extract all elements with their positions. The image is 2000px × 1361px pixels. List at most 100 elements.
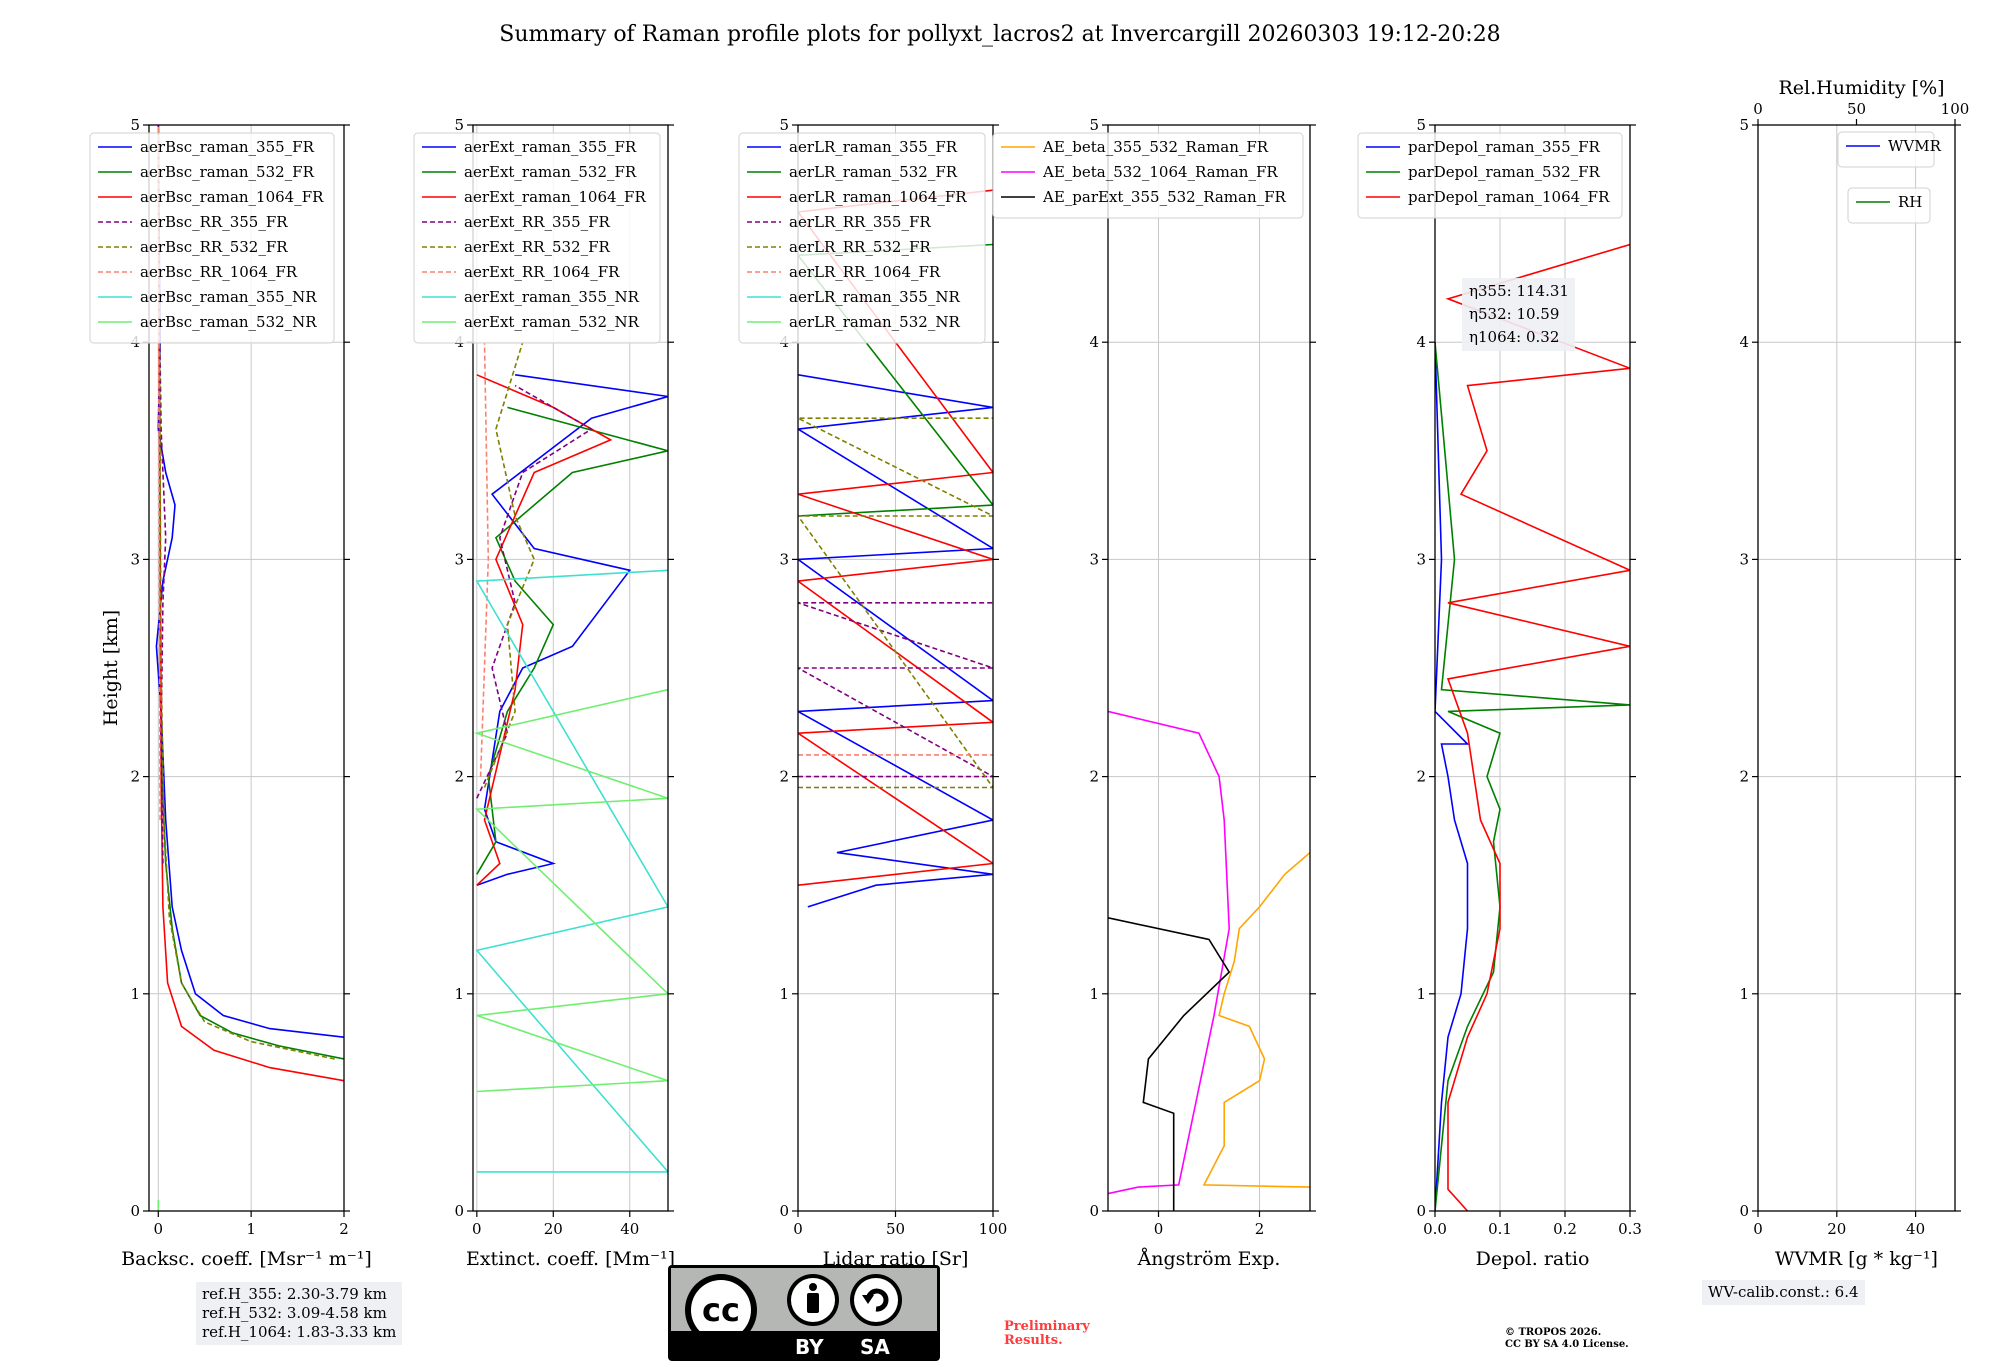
axes-frame — [472, 124, 669, 1212]
eta-annotation-line: η1064: 0.32 — [1469, 328, 1559, 346]
x-tick-label: 100 — [979, 1220, 1008, 1238]
series-line-AE_beta_355_532_Raman_FR — [1202, 851, 1310, 1188]
sa-icon-arrow — [865, 1288, 889, 1312]
y-tick-label: 4 — [1089, 333, 1099, 351]
legend-label: aerBsc_raman_355_NR — [140, 288, 317, 306]
legend-label: aerBsc_raman_532_FR — [140, 163, 315, 181]
ref-height-box: ref.H_355: 2.30-3.79 km ref.H_532: 3.09-… — [196, 1282, 403, 1345]
cc-badge-icons: cc — [685, 1274, 902, 1346]
legend-label: AE_parExt_355_532_Raman_FR — [1042, 188, 1287, 206]
legend-label: aerBsc_raman_532_NR — [140, 313, 317, 331]
sa-icon-ring — [854, 1278, 898, 1322]
x-tick-label: 40 — [1906, 1220, 1925, 1238]
x-tick-label: 0.1 — [1488, 1220, 1512, 1238]
x-axis-label: Depol. ratio — [1476, 1248, 1590, 1270]
y-tick-label: 0 — [1089, 1202, 1099, 1220]
preliminary-line-1: Preliminary — [1004, 1319, 1090, 1334]
cc-badge-band: cc — [671, 1268, 937, 1346]
y-tick-label: 1 — [779, 985, 789, 1003]
x-tick-label: 0 — [154, 1220, 164, 1238]
legend-label: aerLR_raman_355_FR — [789, 138, 958, 156]
cc-icon-letters: cc — [702, 1291, 740, 1329]
x-tick-label: 0 — [472, 1220, 482, 1238]
x-tick-label: 0.3 — [1618, 1220, 1642, 1238]
x-tick-label: 1 — [246, 1220, 256, 1238]
series-line-aerLR_raman_355_FR — [798, 374, 993, 908]
legend-label: aerLR_RR_532_FR — [789, 238, 931, 256]
by-icon-body — [807, 1293, 819, 1313]
y-tick-label: 1 — [1739, 985, 1749, 1003]
y-tick-label: 0 — [454, 1202, 464, 1220]
legend-label: aerBsc_RR_532_FR — [140, 238, 288, 256]
sa-icon-arrowhead — [862, 1295, 874, 1304]
y-tick-label: 4 — [1416, 333, 1426, 351]
series-group — [473, 341, 668, 1173]
y-tick-label: 0 — [779, 1202, 789, 1220]
series-line-aerExt_raman_355_NR — [475, 569, 668, 1173]
y-tick-label: 1 — [130, 985, 140, 1003]
y-tick-label: 0 — [1739, 1202, 1749, 1220]
y-tick-label: 3 — [1416, 550, 1426, 568]
y-tick-label: 5 — [130, 116, 140, 134]
ref-height-1064: ref.H_1064: 1.83-3.33 km — [202, 1323, 397, 1341]
series-line-AE_beta_532_1064_Raman_FR — [1108, 710, 1231, 1195]
series-line-aerLR_RR_532_FR — [798, 417, 993, 789]
chart-panel-lidar-ratio: 050100012345Lidar ratio [Sr]aerLR_raman_… — [738, 116, 1008, 1270]
top-tick-label: 100 — [1941, 100, 1970, 118]
legend-label: aerLR_RR_355_FR — [789, 213, 931, 231]
y-tick-label: 2 — [1739, 768, 1749, 786]
series-line-parDepol_raman_355_FR — [1435, 342, 1470, 1211]
top-tick-label: 50 — [1847, 100, 1866, 118]
legend-label: aerLR_raman_532_NR — [789, 313, 960, 331]
series-line-aerExt_RR_1064_FR — [479, 342, 490, 777]
y-tick-label: 3 — [779, 550, 789, 568]
legend-label: aerLR_raman_1064_FR — [789, 188, 967, 206]
axes-frame — [1757, 124, 1956, 1212]
x-tick-label: 0 — [793, 1220, 803, 1238]
y-tick-label: 0 — [1416, 1202, 1426, 1220]
legend-label: aerExt_raman_532_FR — [464, 163, 637, 181]
cc-sa-label: SA — [860, 1335, 890, 1359]
x-tick-label: 2 — [339, 1220, 349, 1238]
legend-label: parDepol_raman_355_FR — [1408, 138, 1601, 156]
eta-annotation-line: η532: 10.59 — [1469, 305, 1559, 323]
legend-label: RH — [1898, 193, 1922, 211]
y-tick-label: 1 — [454, 985, 464, 1003]
x-tick-label: 2 — [1255, 1220, 1265, 1238]
legend-label: aerBsc_RR_355_FR — [140, 213, 288, 231]
legend-label: aerLR_raman_532_FR — [789, 163, 958, 181]
legend-label: aerExt_raman_355_NR — [464, 288, 640, 306]
x-tick-label: 50 — [886, 1220, 905, 1238]
eta-annotation-line: η355: 114.31 — [1469, 282, 1569, 300]
y-tick-label: 2 — [130, 768, 140, 786]
series-line-aerLR_RR_355_FR — [798, 602, 993, 778]
legend-box — [738, 132, 986, 344]
legend-label: aerLR_raman_355_NR — [789, 288, 960, 306]
x-axis-label: Extinct. coeff. [Mm⁻¹] — [466, 1248, 675, 1270]
legend-box — [413, 132, 661, 344]
chart-panel-wvmr: 0 20 40 0 1 2 3 4 5 WVMR [g * kg⁻¹] 0 50 100Rel.Humi… — [1739, 77, 1969, 1270]
series-group — [1108, 710, 1310, 1211]
series-line-parDepol_raman_532_FR — [1435, 342, 1630, 1211]
x-axis-label: Ångström Exp. — [1137, 1248, 1281, 1270]
legend-label: aerBsc_raman_355_FR — [140, 138, 315, 156]
wv-calib-box: WV-calib.const.: 6.4 — [1702, 1280, 1865, 1305]
legend-label: aerBsc_RR_1064_FR — [140, 263, 298, 281]
ref-height-532: ref.H_532: 3.09-4.58 km — [202, 1304, 387, 1322]
x-tick-label: 0.0 — [1423, 1220, 1447, 1238]
chart-panel-angstrom: 0 2 0 1 2 3 4 5 Ångström Exp. AE_beta_355_532_Ram… — [992, 116, 1316, 1270]
legend-label: aerLR_RR_1064_FR — [789, 263, 941, 281]
y-tick-label: 3 — [1089, 550, 1099, 568]
y-axis-label: Height [km] — [100, 610, 122, 726]
x-tick-label: 0 — [1753, 1220, 1763, 1238]
x-axis-label: Lidar ratio [Sr] — [823, 1248, 969, 1270]
series-line-aerExt_raman_532_FR — [476, 406, 668, 875]
y-tick-label: 2 — [779, 768, 789, 786]
legend-box — [89, 132, 335, 344]
legend-label: parDepol_raman_1064_FR — [1408, 188, 1610, 206]
x-tick-label: 40 — [620, 1220, 639, 1238]
legend-box — [1837, 131, 1935, 168]
legend-label: AE_beta_532_1064_Raman_FR — [1042, 163, 1278, 181]
series-line-aerExt_RR_532_FR — [483, 341, 536, 788]
top-axis-label: Rel.Humidity [%] — [1778, 77, 1944, 99]
